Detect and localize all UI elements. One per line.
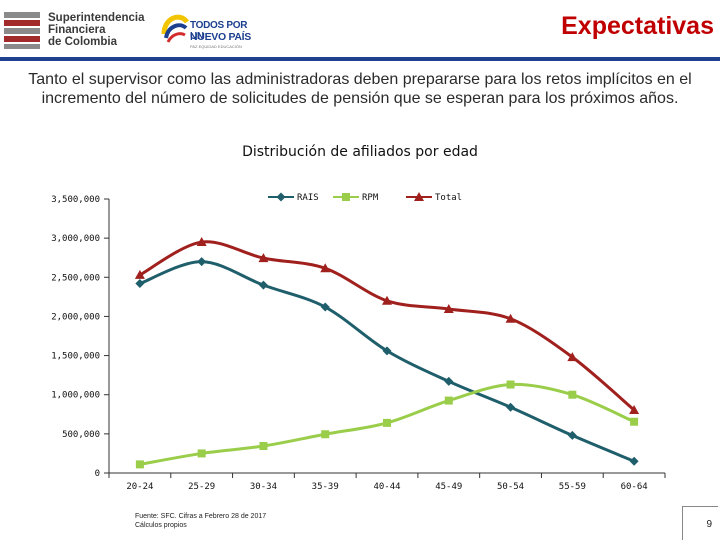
y-tick-label: 2,500,000	[51, 273, 100, 283]
data-point-rais	[258, 280, 268, 290]
data-point-total	[382, 295, 392, 305]
y-tick-label: 1,000,000	[51, 391, 100, 401]
chart-title: Distribución de afiliados por edad	[242, 144, 478, 160]
x-tick-label: 60-64	[621, 482, 648, 492]
data-point-total	[629, 404, 640, 414]
data-point-rpm	[383, 418, 391, 427]
x-tick-label: 25-29	[188, 482, 215, 492]
x-tick-label: 50-54	[497, 482, 524, 492]
data-point-rais	[197, 257, 207, 267]
data-point-rpm	[630, 417, 639, 426]
data-point-total	[505, 313, 516, 323]
series-line-total	[139, 240, 636, 412]
legend-label-rpm: RPM	[362, 193, 379, 203]
sfc-logo-line: de Colombia	[48, 36, 118, 48]
data-point-rpm	[444, 396, 453, 405]
sfc-logo: Superintendencia Financiera de Colombia	[4, 8, 145, 52]
data-point-rais	[382, 346, 392, 356]
gov-logo-tagline: PAZ EQUIDAD EDUCACIÓN	[190, 44, 242, 49]
data-point-rpm	[259, 441, 268, 450]
data-point-rais	[567, 430, 577, 440]
data-point-rais	[135, 279, 145, 289]
legend-marker-rpm	[342, 193, 350, 201]
data-point-rais	[444, 376, 454, 386]
x-tick-label: 35-39	[312, 482, 339, 492]
source-line: Cálculos propios	[135, 521, 187, 529]
series-line-rais	[139, 260, 635, 463]
data-point-total	[443, 303, 454, 313]
data-point-rais	[506, 402, 516, 412]
x-tick-label: 45-49	[435, 482, 462, 492]
legend-marker-total	[414, 192, 424, 201]
data-point-total	[196, 237, 207, 247]
legend-label-rais: RAIS	[297, 193, 319, 203]
legend-label-total: Total	[435, 193, 462, 203]
data-point-rpm	[197, 449, 206, 458]
colombia-flag-emblem-icon	[161, 14, 190, 43]
data-point-rais	[629, 456, 639, 466]
data-point-rais	[320, 302, 330, 312]
x-tick-label: 40-44	[373, 482, 400, 492]
data-point-rpm	[321, 430, 330, 439]
y-tick-label: 500,000	[62, 430, 100, 440]
x-tick-label: 30-34	[250, 482, 277, 492]
data-point-rpm	[135, 460, 144, 469]
page-number: 9	[682, 506, 718, 540]
data-point-total	[567, 352, 578, 362]
intro-text: Tanto el supervisor como las administrad…	[28, 71, 692, 107]
data-point-total	[134, 269, 145, 279]
y-tick-label: 2,000,000	[51, 312, 100, 322]
data-point-rpm	[568, 390, 577, 399]
sfc-logo-line: Financiera	[48, 24, 106, 36]
header-divider	[0, 57, 720, 61]
sfc-logo-line: Superintendencia	[48, 12, 145, 24]
y-tick-label: 0	[95, 469, 100, 479]
data-point-total	[320, 263, 331, 273]
data-point-rpm	[506, 380, 515, 389]
sfc-logo-mark-icon	[4, 12, 40, 49]
y-tick-label: 1,500,000	[51, 352, 100, 362]
data-point-total	[258, 253, 269, 263]
gov-logo-line: TODOS POR UN	[190, 20, 248, 42]
source-note: Fuente: SFC. Cifras a Febrero 28 de 2017…	[135, 513, 266, 530]
legend-marker-rais	[276, 192, 286, 202]
government-logo: TODOS POR UN NUEVO PAÍS PAZ EQUIDAD EDUC…	[160, 6, 260, 52]
x-tick-label: 20-24	[126, 482, 153, 492]
y-tick-label: 3,000,000	[51, 234, 100, 244]
y-tick-label: 3,500,000	[51, 195, 100, 205]
source-line: Fuente: SFC. Cifras a Febrero 28 de 2017	[135, 513, 267, 520]
gov-logo-line: NUEVO PAÍS	[190, 31, 251, 43]
page-title: Expectativas	[561, 12, 714, 40]
x-tick-label: 55-59	[559, 482, 586, 492]
